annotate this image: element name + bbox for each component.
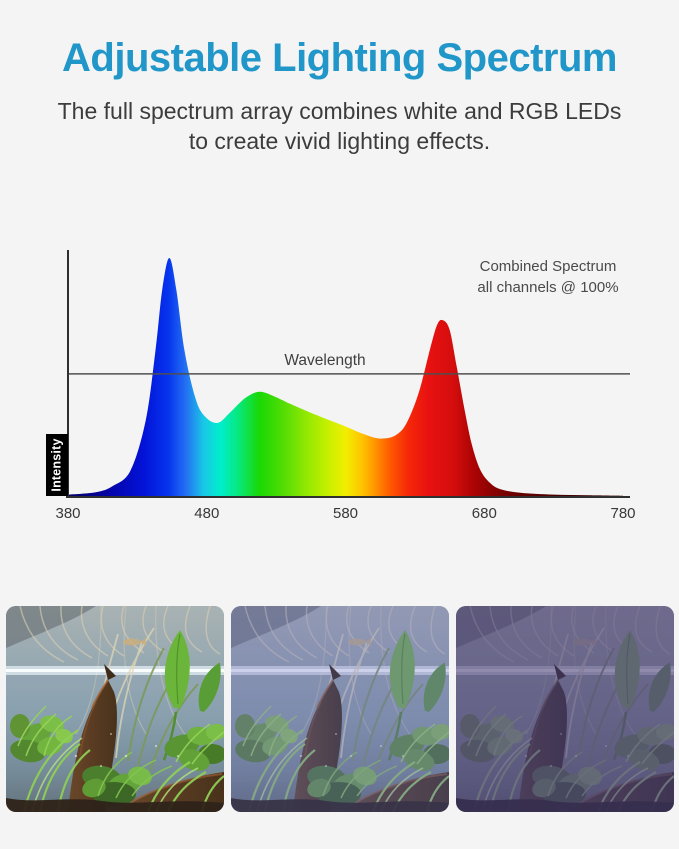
x-tick-label: 380 — [55, 505, 80, 522]
subtitle-line-1: The full spectrum array combines white a… — [57, 98, 622, 124]
light-tint-overlay — [6, 606, 224, 812]
lighting-examples-row — [6, 606, 674, 812]
x-axis-label: Wavelength — [284, 352, 366, 369]
y-axis-label: Intensity — [46, 434, 68, 496]
spectrum-curve-area — [68, 258, 623, 497]
aquarium-photo-cool-rgb-light — [231, 606, 449, 812]
light-tint-overlay — [456, 606, 674, 812]
aquarium-scene-illustration — [6, 606, 224, 812]
x-tick-label: 580 — [333, 505, 358, 522]
annotation-line-1: Combined Spectrum — [479, 258, 617, 275]
spectrum-chart: 380 480 580 680 780 — [55, 250, 636, 522]
aquarium-scene-illustration — [231, 606, 449, 812]
aquarium-photo-white-light — [6, 606, 224, 812]
light-tint-overlay — [231, 606, 449, 812]
aquarium-photo-purple-light — [456, 606, 674, 812]
x-tick-label: 780 — [610, 505, 635, 522]
aquarium-scene-illustration — [456, 606, 674, 812]
combined-spectrum-annotation: Combined Spectrum all channels @ 100% — [455, 256, 641, 298]
subtitle-line-2: to create vivid lighting effects. — [188, 128, 491, 155]
x-tick-label: 680 — [472, 505, 497, 522]
page-title: Adjustable Lighting Spectrum — [62, 36, 617, 80]
x-tick-labels: 380 480 580 680 780 — [55, 505, 635, 522]
annotation-line-2: all channels @ 100% — [477, 279, 619, 296]
x-tick-label: 480 — [194, 505, 219, 522]
page-subtitle: The full spectrum array combines white a… — [0, 96, 679, 157]
